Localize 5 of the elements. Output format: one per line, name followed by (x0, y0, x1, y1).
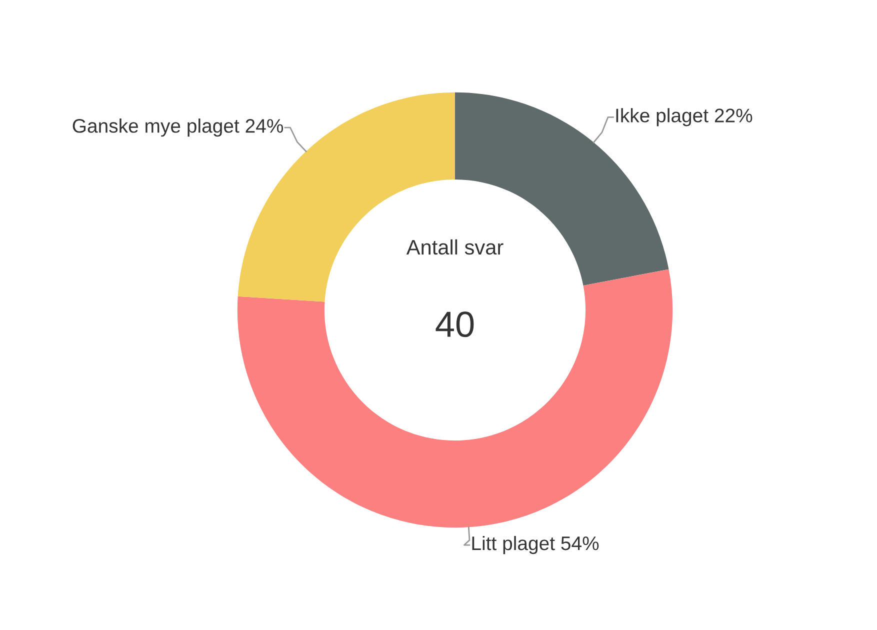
slice-label: Ikke plaget 22% (616, 108, 752, 126)
text: Antall svar (406, 239, 504, 255)
slice-label: Litt plaget 54% (472, 536, 599, 554)
text: 40 (436, 312, 474, 338)
slice-label: Ganske mye plaget 24% (72, 118, 284, 137)
